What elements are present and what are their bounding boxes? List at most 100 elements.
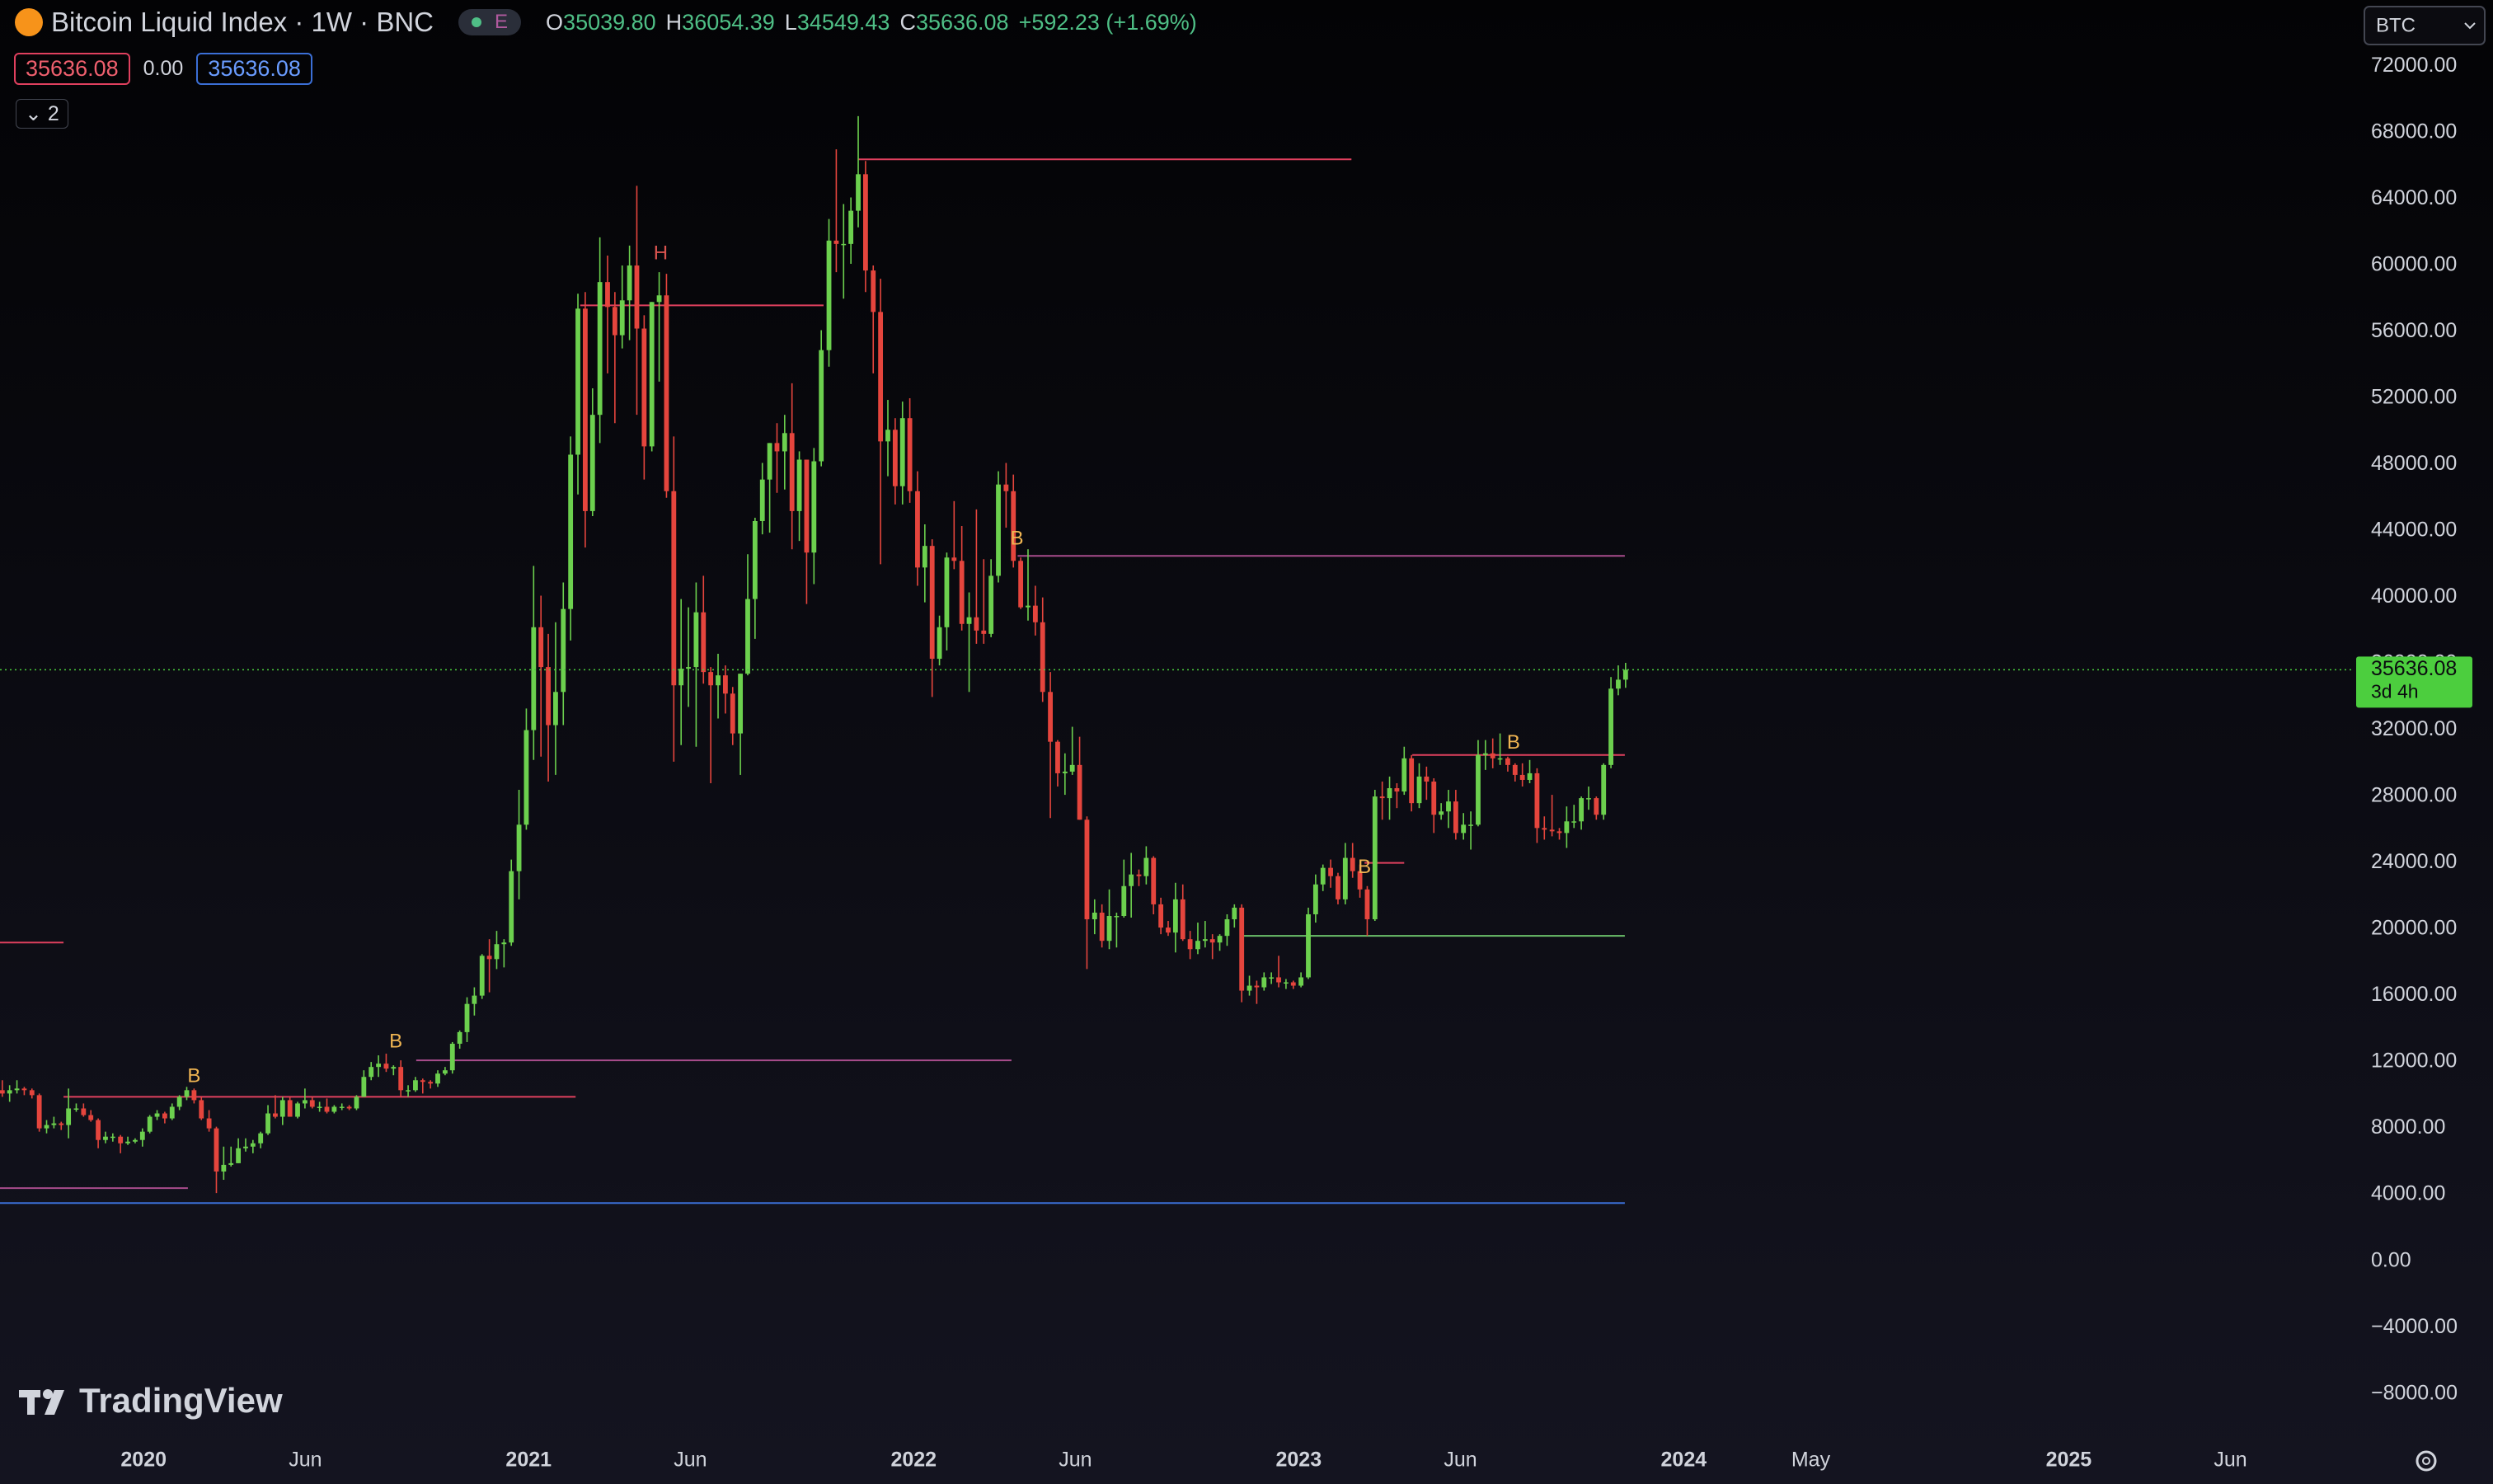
candle-body (730, 693, 735, 734)
candle-body (678, 669, 684, 686)
candle-body (494, 944, 500, 960)
candle-body (391, 1067, 397, 1069)
candle-body (634, 265, 640, 329)
candle-body (878, 312, 884, 442)
candle-body (287, 1100, 293, 1117)
candle-body (110, 1136, 115, 1139)
candle-body (1622, 669, 1628, 680)
candle-body (1601, 764, 1607, 815)
candle-body (331, 1106, 337, 1112)
candle-body (302, 1100, 308, 1104)
candle-body (66, 1108, 72, 1125)
candle-body (1246, 985, 1252, 991)
indicators-toggle[interactable]: ⌄ 2 (16, 99, 68, 129)
buy-button[interactable]: 35636.08 (196, 53, 312, 85)
candle-body (1003, 484, 1009, 491)
candle-body (147, 1116, 153, 1132)
candle-body (1172, 899, 1178, 933)
x-tick-label: Jun (674, 1449, 707, 1472)
signal-marker: B (1358, 856, 1371, 878)
candle-body (1158, 904, 1164, 928)
candle-body (1497, 758, 1503, 760)
indicator-count[interactable]: 2 (47, 102, 59, 125)
chevron[interactable] (2464, 22, 2476, 30)
ohlc-key: H (665, 9, 683, 35)
spread: 0.00 (143, 57, 184, 80)
candle-body (686, 667, 691, 669)
x-tick-label: 2021 (505, 1449, 552, 1472)
coin-icon (15, 8, 43, 36)
x-tick-label: 2020 (120, 1449, 167, 1472)
candle-body (767, 443, 772, 480)
currency-select[interactable]: BTC (2364, 6, 2486, 45)
candle-body (317, 1106, 322, 1108)
candle-body (561, 608, 566, 693)
candle-body (516, 824, 522, 871)
candle-body (1306, 913, 1311, 978)
candle-body (885, 430, 890, 442)
y-tick-label: 56000.00 (2371, 319, 2457, 342)
candle-body (1379, 796, 1385, 799)
candle-body (716, 675, 721, 686)
logo-mark (27, 1390, 35, 1415)
plot-area: B B H B B B (0, 115, 2354, 1205)
ohlc-key: C (899, 9, 916, 35)
candle-body (1490, 753, 1495, 758)
symbol-title[interactable]: Bitcoin Liquid Index · 1W · BNC (51, 7, 434, 37)
y-tick-label: 20000.00 (2371, 917, 2457, 940)
select-box[interactable] (2364, 6, 2486, 45)
candle-body (133, 1139, 138, 1142)
candle-body (1032, 605, 1038, 622)
candle-body (1453, 801, 1458, 834)
session-badge: E (458, 9, 522, 35)
candle-body (51, 1123, 57, 1125)
candle-body (1357, 871, 1363, 890)
candle-body (324, 1106, 330, 1112)
y-tick-label: 52000.00 (2371, 386, 2457, 409)
ohlc-value: 36054.39 (682, 9, 775, 35)
candle-body (1239, 907, 1245, 991)
countdown-label: 3d 4h (2371, 680, 2419, 702)
candle-body (29, 1090, 35, 1096)
candle-body (162, 1113, 167, 1119)
candle-body (413, 1080, 418, 1091)
candle-body (1482, 753, 1488, 755)
badge-text: E (495, 11, 509, 33)
candle-body (568, 454, 574, 609)
candle-body (279, 1100, 285, 1117)
candle-body (627, 265, 632, 301)
x-tick-label: 2025 (2046, 1449, 2092, 1472)
gear-icon[interactable] (2416, 1450, 2437, 1472)
y-tick-label: 68000.00 (2371, 120, 2457, 143)
candle-body (1409, 758, 1415, 804)
candle-body (759, 479, 765, 521)
candle-body (1129, 874, 1134, 886)
x-tick-label: 2024 (1661, 1449, 1707, 1472)
candle-body (228, 1162, 234, 1165)
candle-body (184, 1090, 190, 1097)
y-tick-label: 32000.00 (2371, 717, 2457, 740)
candle-body (236, 1148, 242, 1163)
trade-row: 35636.08 0.00 35636.08 (14, 53, 312, 85)
candle-body (339, 1106, 345, 1108)
candle-body (1151, 857, 1157, 904)
candle-body (641, 328, 647, 447)
candle-body (0, 1090, 5, 1094)
candle-body (103, 1136, 108, 1140)
candle-body (1187, 939, 1193, 950)
candle-body (553, 692, 558, 726)
candle-body (841, 243, 847, 246)
sell-button[interactable]: 35636.08 (14, 53, 130, 85)
x-tick-label: Jun (289, 1449, 322, 1472)
select-text[interactable]: BTC (2376, 14, 2416, 36)
settings-button[interactable] (2416, 1450, 2437, 1472)
candle-body (169, 1106, 175, 1119)
candle-body (1011, 491, 1016, 561)
candle-body (597, 282, 603, 416)
candle-body (81, 1108, 87, 1115)
y-tick-label: 40000.00 (2371, 585, 2457, 608)
x-tick-label: 2022 (890, 1449, 937, 1472)
candle-body (1468, 824, 1473, 826)
gear-hub[interactable] (2422, 1457, 2430, 1465)
candle-body (154, 1113, 160, 1117)
